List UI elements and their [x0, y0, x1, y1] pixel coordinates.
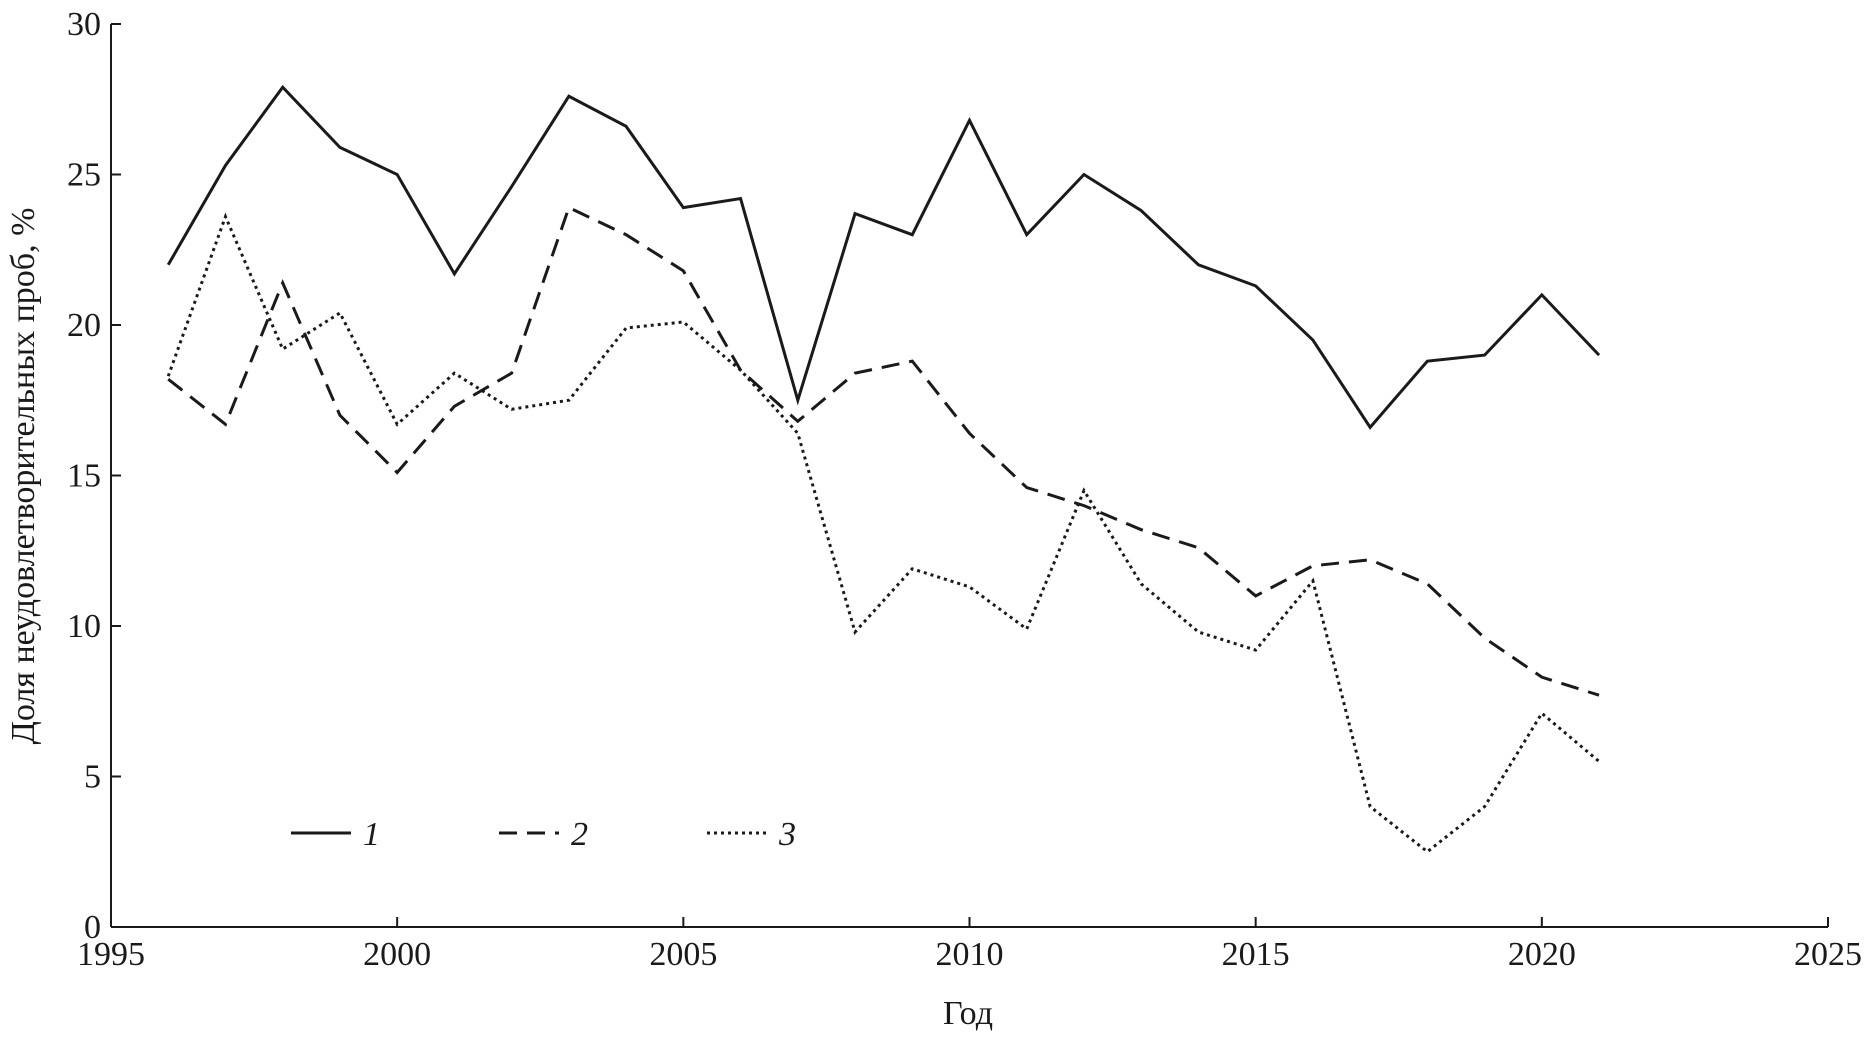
y-tick-label: 0	[84, 909, 101, 946]
x-tick-label: 2020	[1508, 936, 1576, 973]
data-line	[166, 84, 1601, 430]
x-tick-label: 2000	[363, 936, 431, 973]
data-line	[166, 212, 1601, 854]
legend-label: 2	[571, 816, 588, 853]
y-tick-label: 5	[84, 759, 101, 796]
y-tick-label: 30	[67, 6, 101, 43]
x-axis-label: Год	[943, 995, 993, 1032]
y-tick-label: 20	[67, 307, 101, 344]
x-tick-label: 1995	[77, 936, 145, 973]
legend-label: 3	[778, 816, 796, 853]
x-tick-label: 2010	[936, 936, 1004, 973]
y-tick-label: 25	[67, 157, 101, 194]
legend-label: 1	[363, 816, 380, 853]
y-axis-label: Доля неудовлетворительных проб, %	[5, 208, 42, 745]
data-line	[167, 205, 1600, 697]
y-tick-label: 10	[67, 608, 101, 645]
x-tick-label: 2025	[1794, 936, 1862, 973]
x-tick-label: 2015	[1222, 936, 1290, 973]
x-tick-label: 2005	[649, 936, 717, 973]
y-tick-label: 15	[67, 458, 101, 495]
